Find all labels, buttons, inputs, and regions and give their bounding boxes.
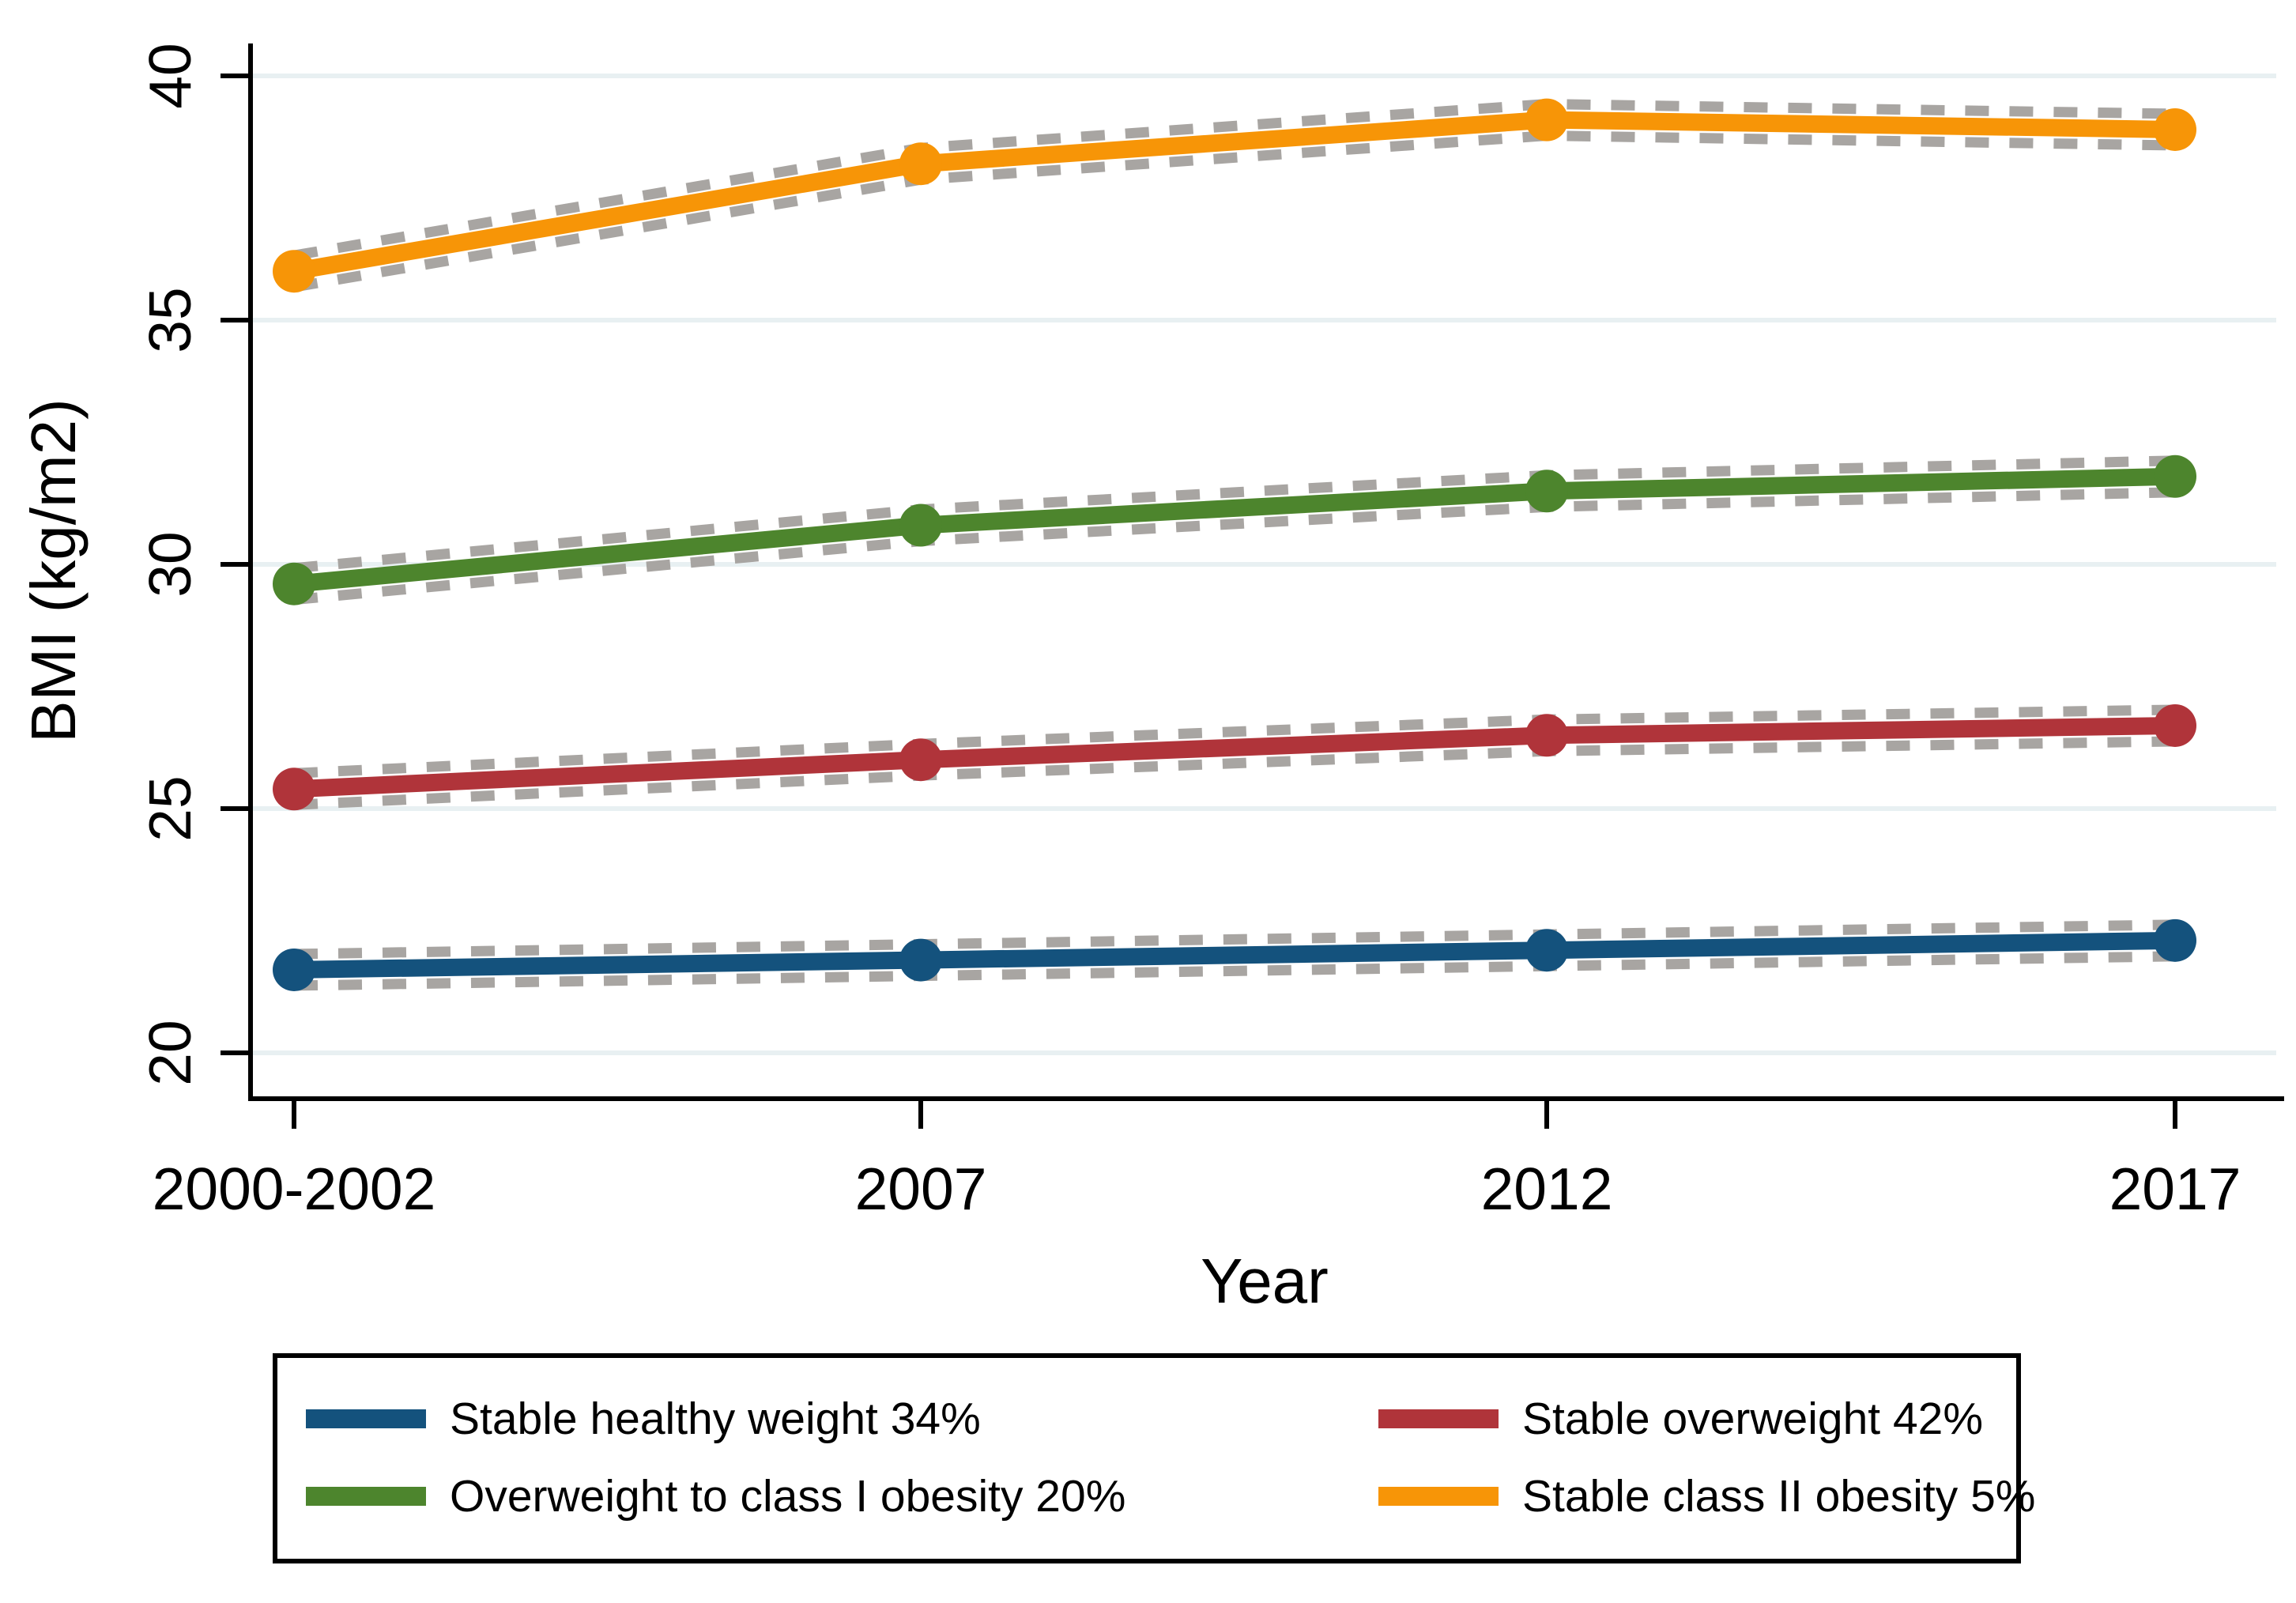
x-tick-label-2017: 2017	[2109, 1156, 2241, 1222]
ci-lower-stable-overweight-42	[293, 736, 2176, 810]
tick-labels: 40 35 30 25 20 2000-2002 2007 2012 2017	[137, 43, 2241, 1222]
marker-stable-overweight-42-2007	[899, 738, 942, 782]
marker-stable-healthy-weight-34-2012	[1525, 929, 1568, 972]
ci-upper-stable-healthy-weight-34	[293, 919, 2176, 960]
y-tick-label-35: 35	[137, 287, 203, 353]
series-line-stable-class-ii-obesity-5	[285, 111, 2184, 281]
marker-stable-healthy-weight-34-2000-2002	[273, 948, 315, 991]
ci-upper-stable-class-ii-obesity-5	[292, 99, 2176, 261]
marker-stable-healthy-weight-34-2007	[899, 938, 942, 982]
x-axis-title: Year	[1201, 1246, 1329, 1316]
marker-stable-healthy-weight-34-2017	[2154, 918, 2196, 962]
legend-swatch-stable-class-ii-obesity	[1378, 1487, 1499, 1506]
series-line-stable-healthy-weight-34	[285, 931, 2184, 979]
marker-stable-class-ii-obesity-5-2012	[1525, 98, 1568, 141]
marker-stable-class-ii-obesity-5-2017	[2154, 107, 2196, 151]
legend-item-stable-class-ii-obesity: Stable class II obesity 5%	[1378, 1472, 2036, 1521]
marker-stable-overweight-42-2017	[2154, 703, 2196, 747]
marker-stable-class-ii-obesity-5-2007	[899, 142, 942, 186]
marker-stable-overweight-42-2000-2002	[273, 768, 315, 811]
legend-label: Stable healthy weight 34%	[450, 1393, 981, 1444]
y-tick-label-40: 40	[137, 43, 203, 108]
y-tick-label-30: 30	[137, 531, 203, 597]
legend: Stable healthy weight 34% Stable overwei…	[273, 1353, 2036, 1563]
marker-stable-overweight-42-2012	[1525, 714, 1568, 757]
marker-overweight-to-class-i-obesity-20-2000-2002	[273, 562, 315, 605]
y-tick-label-20: 20	[137, 1020, 203, 1085]
ci-upper-overweight-to-class-i-obesity-20	[293, 455, 2176, 574]
ci-upper-stable-overweight-42	[293, 704, 2176, 779]
legend-swatch-stable-healthy-weight	[306, 1409, 426, 1428]
x-tick-label-2012: 2012	[1481, 1156, 1613, 1222]
marker-overweight-to-class-i-obesity-20-2007	[899, 504, 942, 547]
legend-label: Stable overweight 42%	[1522, 1393, 1984, 1444]
legend-swatch-overweight-to-class-i-obesity	[306, 1487, 426, 1506]
y-axis-title: BMI (kg/m2)	[18, 398, 89, 743]
series	[273, 98, 2196, 991]
x-tick-label-2007: 2007	[855, 1156, 987, 1222]
legend-item-stable-healthy-weight: Stable healthy weight 34%	[306, 1394, 1378, 1443]
marker-overweight-to-class-i-obesity-20-2012	[1525, 470, 1568, 513]
legend-item-overweight-to-class-i-obesity: Overweight to class I obesity 20%	[306, 1472, 1378, 1521]
legend-swatch-stable-overweight	[1378, 1409, 1499, 1428]
ci-lower-stable-class-ii-obesity-5	[292, 130, 2176, 292]
ci-lower-overweight-to-class-i-obesity-20	[293, 487, 2176, 605]
series-line-stable-overweight-42	[285, 716, 2184, 798]
marker-overweight-to-class-i-obesity-20-2017	[2154, 454, 2196, 498]
legend-item-stable-overweight: Stable overweight 42%	[1378, 1394, 2036, 1443]
marker-stable-class-ii-obesity-5-2000-2002	[273, 250, 315, 293]
legend-label: Stable class II obesity 5%	[1522, 1470, 2036, 1522]
ci-lower-stable-healthy-weight-34	[293, 951, 2176, 991]
y-tick-label-25: 25	[137, 775, 203, 841]
axes	[221, 43, 2284, 1129]
x-tick-label-2000-2002: 2000-2002	[153, 1156, 436, 1222]
series-line-overweight-to-class-i-obesity-20	[285, 467, 2184, 593]
legend-label: Overweight to class I obesity 20%	[450, 1470, 1126, 1522]
